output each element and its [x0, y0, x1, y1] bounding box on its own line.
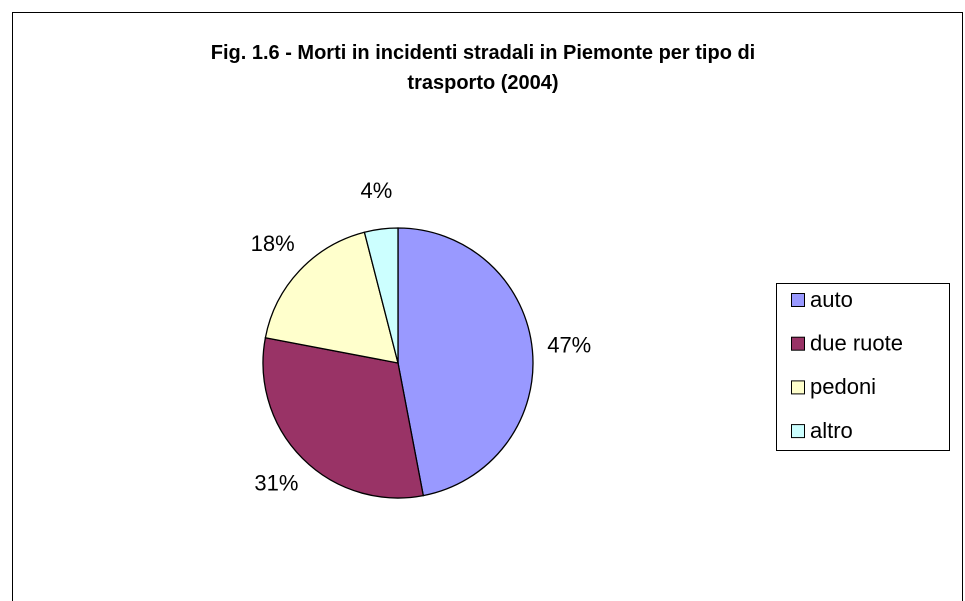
legend-swatch — [791, 293, 805, 307]
legend-label: altro — [810, 418, 853, 443]
pie-slice — [363, 227, 399, 364]
legend-label: due ruote — [810, 331, 903, 356]
data-label: 18% — [251, 231, 295, 256]
pie-slice — [397, 227, 534, 497]
data-label: 31% — [254, 470, 298, 495]
legend-swatch — [791, 380, 805, 395]
legend-swatch — [791, 336, 805, 351]
pie-slice — [264, 231, 399, 364]
legend-swatch — [791, 424, 805, 439]
data-label: 4% — [361, 178, 393, 203]
pie-slice — [262, 336, 425, 499]
legend-label: auto — [810, 287, 853, 312]
data-label: 47% — [547, 333, 591, 358]
legend-box — [776, 283, 950, 451]
chart-border — [12, 12, 963, 601]
legend-label: pedoni — [810, 374, 876, 399]
chart-title: Fig. 1.6 - Morti in incidenti stradali i… — [210, 42, 756, 94]
